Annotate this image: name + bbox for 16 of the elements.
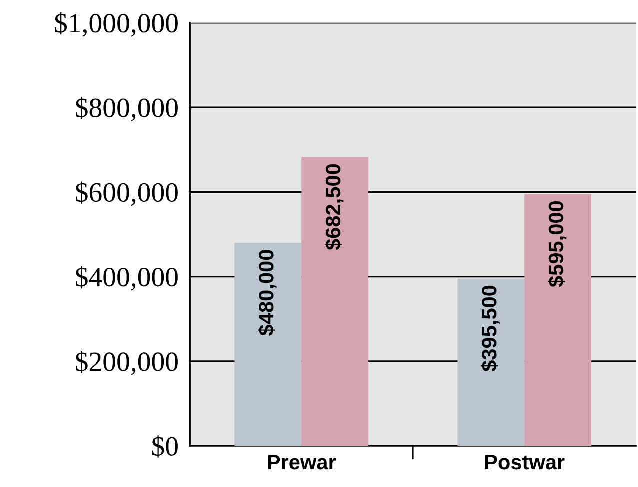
y-tick-label: $0 [152, 436, 178, 458]
text: $480,000 [258, 250, 277, 336]
y-tick-label: $1,000,000 [55, 12, 178, 37]
bar [234, 242, 302, 446]
bar [302, 157, 369, 446]
text: $595,000 [548, 201, 567, 288]
x-tick-label: Prewar [268, 455, 336, 470]
x-tick-label: Postwar [485, 455, 565, 470]
y-tick-label: $400,000 [76, 266, 178, 291]
bar [458, 278, 525, 446]
text: $395,500 [481, 286, 500, 372]
text: $682,500 [324, 164, 344, 250]
y-tick-label: $200,000 [76, 350, 178, 376]
y-tick-label: $800,000 [76, 97, 178, 122]
y-tick-label: $600,000 [76, 182, 178, 206]
bar [524, 194, 592, 446]
